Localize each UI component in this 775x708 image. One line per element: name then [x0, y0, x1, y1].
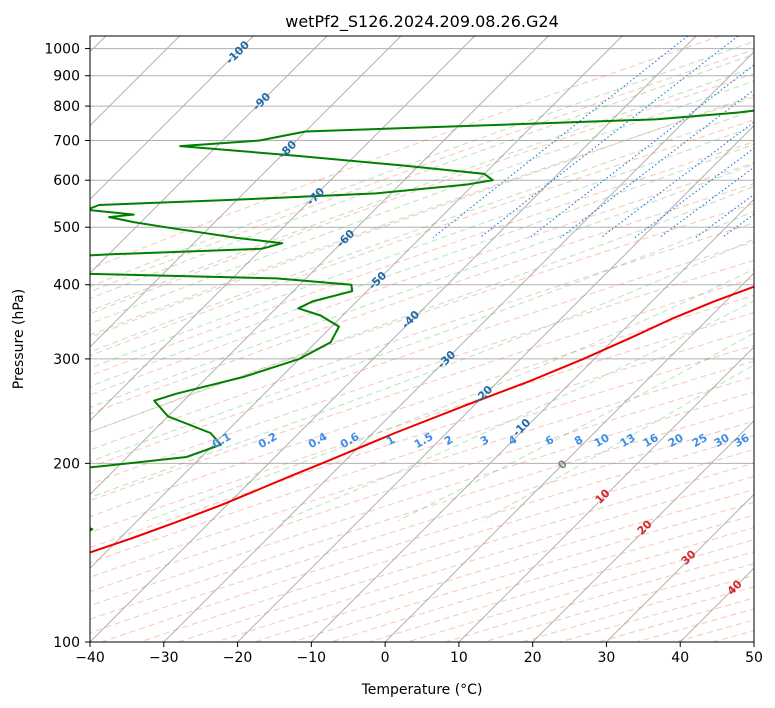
x-tick-label: −40 [75, 650, 105, 666]
y-tick-label: 800 [53, 99, 80, 115]
moist-adiabat-line [146, 268, 754, 522]
y-tick-label: 600 [53, 173, 80, 189]
isotherm-line [237, 124, 754, 642]
moist-adiabat-line [90, 94, 754, 338]
dry-adiabat-line [90, 141, 754, 377]
y-tick-label: 100 [53, 635, 80, 651]
moist-adiabat-line [281, 300, 754, 522]
y-axis-label: Pressure (hPa) [11, 289, 27, 389]
dry-adiabat-line [90, 96, 754, 336]
y-tick-label: 500 [53, 220, 80, 236]
y-tick-label: 1000 [44, 42, 80, 58]
moist-adiabat-line [90, 210, 754, 463]
dry-adiabat-line [90, 360, 754, 578]
x-tick-label: 10 [450, 650, 468, 666]
dry-adiabat-line [90, 73, 754, 315]
isotherm-line [163, 51, 754, 642]
moist-adiabat-line [90, 238, 754, 499]
dry-adiabat-line [90, 259, 754, 485]
x-tick-label: −30 [149, 650, 179, 666]
isotherm-line [384, 272, 754, 642]
temperature-line [90, 285, 754, 554]
dry-adiabat-line [90, 391, 754, 607]
x-tick-label: 40 [671, 650, 689, 666]
x-tick-label: 20 [524, 650, 542, 666]
dewpoint-line [90, 109, 754, 532]
dry-adiabat-line [90, 49, 754, 293]
dry-adiabat-line [90, 162, 754, 396]
moist-adiabat-line [90, 143, 754, 387]
y-tick-label: 400 [53, 278, 80, 294]
x-tick-label: 0 [381, 650, 390, 666]
moist-adiabat-line [90, 163, 754, 408]
dry-adiabat-line [90, 277, 754, 502]
plot-frame [89, 35, 755, 643]
y-tick-label: 300 [53, 352, 80, 368]
chart-title: wetPf2_S126.2024.209.08.26.G24 [285, 12, 559, 32]
isotherm-line [458, 346, 754, 642]
moist-adiabat-line [90, 80, 754, 325]
moist-adiabat-line [90, 53, 754, 300]
dry-adiabat-line [90, 344, 754, 564]
isotherm-line [90, 36, 549, 496]
x-tick-label: 30 [598, 650, 616, 666]
y-tick-label: 700 [53, 133, 80, 149]
y-tick-label: 200 [53, 456, 80, 472]
isotherm-line [532, 419, 754, 642]
isotherm-line [90, 36, 328, 274]
dry-adiabat-line [90, 222, 754, 451]
dry-adiabat-line [90, 202, 754, 433]
isotherm-line [90, 36, 697, 642]
x-axis-label: Temperature (°C) [361, 682, 483, 698]
moist-adiabat-line [90, 185, 754, 433]
moist-adiabat-line [90, 40, 754, 288]
moist-adiabat-line [90, 125, 754, 369]
isotherm-line [90, 36, 476, 422]
isotherm-line [310, 198, 754, 642]
isotherm-line [90, 36, 402, 348]
x-tick-label: 50 [745, 650, 763, 666]
x-tick-label: −20 [223, 650, 253, 666]
mixing-ratio-line [634, 147, 754, 239]
isotherm-line [90, 36, 254, 201]
isotherm-line [90, 36, 623, 569]
x-tick-label: −10 [297, 650, 327, 666]
mixing-ratio-line [479, 36, 739, 239]
mixing-ratio-line [560, 89, 754, 239]
isotherm-line [606, 493, 754, 642]
dry-adiabat-line [90, 119, 754, 357]
y-tick-label: 900 [53, 69, 80, 85]
